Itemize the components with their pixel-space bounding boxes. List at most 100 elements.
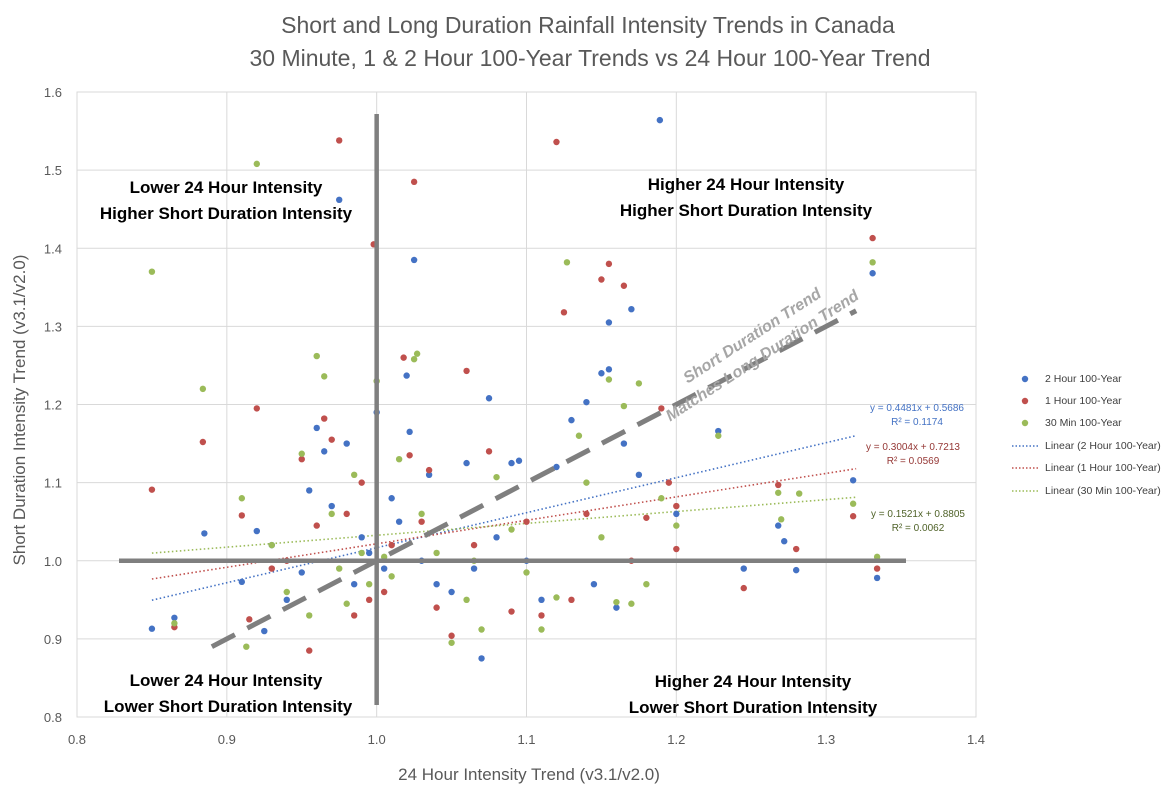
legend-marker-2hr [1021,375,1029,383]
data-point-s2-15 [350,471,358,479]
quadrant-top-right-line1: Higher 24 Hour Intensity [648,175,845,194]
data-point-s0-42 [598,370,605,377]
data-point-s1-26 [425,466,433,474]
data-point-s0-40 [583,398,590,406]
data-point-s2-8 [298,450,305,457]
data-point-s1-47 [673,545,680,553]
data-point-s1-45 [665,479,673,486]
trendline-equations: y = 0.4481x + 0.5686 R² = 0.1174 y = 0.3… [866,403,965,534]
quadrant-bottom-right-line2: Lower Short Duration Intensity [629,698,878,717]
chart-subtitle: 30 Minute, 1 & 2 Hour 100-Year Trends vs… [249,45,930,71]
y-tick-label-8: 1.6 [44,85,62,100]
data-point-s1-2 [199,438,207,446]
data-point-s2-52 [869,259,876,266]
data-point-s1-9 [306,647,313,654]
reference-lines [119,114,906,705]
data-point-s1-27 [433,604,440,611]
data-point-s1-36 [560,309,568,316]
data-point-s0-51 [715,427,722,435]
legend-label-30min: 30 Min 100-Year [1045,417,1122,429]
data-point-s2-11 [321,373,328,380]
data-point-s0-0 [148,625,156,632]
data-point-s1-32 [508,608,515,615]
data-point-s2-46 [673,522,680,529]
quadrant-bottom-left-line1: Lower 24 Hour Intensity [130,671,323,690]
legend-marker-30min [1021,419,1029,427]
data-point-s0-5 [261,627,268,635]
data-point-s2-4 [243,643,250,650]
legend-marker-1hr [1021,397,1029,405]
data-point-s0-4 [253,527,260,535]
r2-2hr: R² = 0.1174 [891,417,943,428]
data-point-s1-20 [380,588,388,596]
data-point-s2-39 [605,376,613,383]
data-point-s2-22 [410,355,418,363]
data-point-s2-6 [268,541,275,549]
data-point-s2-48 [775,489,782,496]
data-point-s2-23 [413,350,421,357]
data-point-s1-5 [253,405,260,412]
data-point-s0-22 [403,372,410,379]
y-tick-labels: 0.8 0.9 1.0 1.1 1.2 1.3 1.4 1.5 1.6 [44,85,62,725]
legend-trend-label-30min: Linear (30 Min 100-Year) [1045,485,1161,497]
quadrant-top-left-line1: Lower 24 Hour Intensity [130,178,323,197]
data-point-s2-30 [493,473,500,481]
data-point-s0-17 [365,549,373,557]
data-point-s1-43 [643,514,650,521]
data-point-s2-45 [658,495,665,502]
data-point-s1-40 [605,260,613,268]
data-point-s2-31 [508,526,515,533]
data-point-s1-37 [568,596,575,604]
data-point-s2-1 [171,620,178,627]
data-point-s0-39 [568,416,575,424]
data-point-s2-20 [388,573,395,580]
data-point-s1-48 [740,584,747,592]
data-point-s0-30 [470,565,478,572]
data-point-s1-39 [598,276,605,283]
y-tick-label-0: 0.8 [44,710,62,725]
data-point-s0-10 [313,424,320,432]
data-point-s0-11 [321,448,328,455]
data-point-s1-50 [793,545,800,553]
data-point-s0-45 [613,604,620,611]
data-point-s0-23 [406,428,413,436]
data-point-s0-12 [328,502,335,510]
legend-trend-label-2hr: Linear (2 Hour 100-Year) [1045,440,1161,452]
data-point-s1-34 [538,612,545,619]
data-point-s0-32 [485,395,493,402]
data-point-s1-0 [148,486,156,493]
data-point-s2-50 [795,490,803,497]
data-point-s0-41 [590,580,598,588]
data-point-s1-4 [246,616,253,623]
legend-label-2hr: 2 Hour 100-Year [1045,373,1122,385]
data-point-s0-28 [448,588,455,596]
trendline-2 [151,496,857,554]
y-tick-label-3: 1.1 [44,476,62,491]
data-point-s1-8 [298,455,305,463]
data-point-s1-51 [849,513,857,520]
data-point-s0-19 [380,565,388,572]
data-point-s0-33 [493,534,500,541]
x-tick-label-6: 1.4 [967,732,985,747]
data-point-s2-43 [635,380,643,387]
data-point-s1-29 [463,367,470,375]
data-point-s2-49 [778,516,785,523]
data-point-s0-46 [620,440,628,447]
data-point-s1-31 [485,448,493,455]
quadrant-bottom-right-line1: Higher 24 Hour Intensity [655,672,852,691]
data-point-s2-32 [523,569,530,576]
data-point-s2-36 [575,432,583,439]
data-point-s2-51 [849,500,857,507]
data-point-s0-55 [793,566,800,574]
data-point-s2-10 [313,352,320,360]
quadrant-top-left-line2: Higher Short Duration Intensity [100,204,353,223]
trendline-0 [151,434,857,601]
data-point-s0-53 [775,522,782,529]
data-point-s1-33 [523,518,530,525]
y-tick-label-4: 1.2 [44,398,62,413]
equation-1hr: y = 0.3004x + 0.7213 [866,442,960,453]
quadrant-bottom-left-line2: Lower Short Duration Intensity [104,697,353,716]
data-point-s2-38 [598,534,605,541]
data-point-s0-8 [298,569,305,576]
data-point-s0-14 [343,440,350,447]
